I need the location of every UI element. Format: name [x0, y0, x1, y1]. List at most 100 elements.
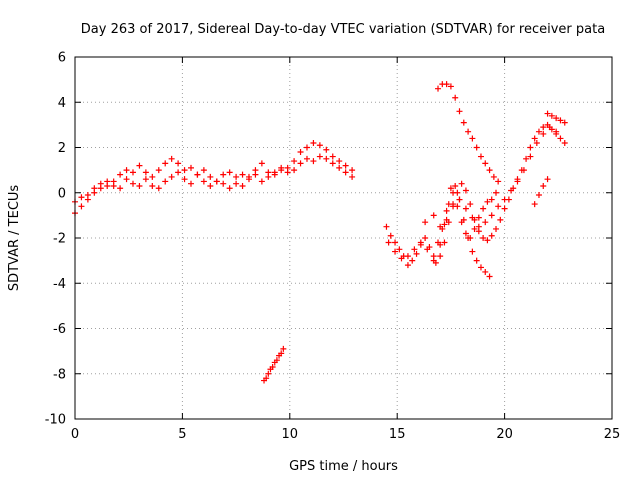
data-point [168, 173, 175, 180]
data-point [454, 203, 461, 210]
data-point [443, 81, 450, 88]
data-point [336, 158, 343, 165]
data-point [303, 155, 310, 162]
data-point [175, 169, 182, 176]
y-tick-label: -8 [53, 367, 66, 382]
data-point [469, 214, 476, 221]
data-point [493, 225, 500, 232]
data-point [458, 219, 465, 226]
series-arc7 [432, 189, 500, 266]
y-axis-title: SDTVAR / TECUs [7, 185, 22, 292]
data-point [480, 235, 487, 241]
data-point [422, 235, 429, 241]
data-point [447, 185, 454, 192]
data-point [424, 246, 431, 253]
data-point [484, 237, 491, 244]
data-point [471, 225, 478, 232]
data-point [78, 203, 85, 210]
data-point [546, 124, 553, 131]
data-point [467, 235, 474, 241]
data-point [437, 241, 444, 248]
data-point [553, 128, 560, 135]
data-point [329, 153, 336, 160]
data-point [475, 214, 482, 221]
y-tick-label: 2 [58, 141, 66, 156]
series-arc10 [531, 176, 551, 208]
data-point [258, 178, 265, 185]
series-arc9 [544, 110, 568, 126]
data-point [187, 164, 194, 171]
data-point [273, 357, 280, 364]
data-point [181, 176, 188, 183]
data-point [297, 160, 304, 167]
data-point [323, 155, 330, 162]
data-point [482, 219, 489, 226]
data-point [437, 253, 444, 260]
data-point [477, 153, 484, 160]
data-point [514, 178, 521, 185]
data-point [392, 239, 399, 246]
gridlines [75, 57, 612, 419]
data-point [523, 155, 530, 162]
y-tick-label: 6 [58, 51, 66, 66]
data-point [398, 255, 405, 262]
data-point [531, 201, 538, 208]
data-point [460, 119, 467, 126]
data-point [540, 130, 547, 137]
data-point [488, 196, 495, 203]
data-point [149, 173, 156, 180]
data-point [527, 153, 534, 160]
data-point [488, 232, 495, 239]
data-point [458, 180, 465, 187]
data-point [278, 164, 285, 171]
data-point [291, 167, 298, 174]
data-point [422, 219, 429, 226]
data-point [441, 221, 448, 228]
chart-title: Day 263 of 2017, Sidereal Day-to-day VTE… [81, 22, 605, 37]
data-point [175, 160, 182, 167]
data-point [117, 171, 124, 178]
x-tick-label: 5 [178, 427, 186, 442]
data-point [129, 180, 136, 187]
data-point [123, 167, 130, 174]
data-point [200, 178, 207, 185]
data-point [187, 180, 194, 187]
data-point [501, 196, 508, 203]
data-point [200, 167, 207, 174]
data-point [469, 248, 476, 255]
data-point [207, 182, 214, 189]
data-point [233, 173, 240, 180]
data-point [508, 187, 515, 194]
data-point [280, 345, 287, 352]
data-point [475, 223, 482, 230]
data-point [411, 246, 418, 253]
data-point [462, 230, 469, 237]
data-point [278, 350, 285, 357]
data-point [258, 160, 265, 167]
data-point [409, 257, 416, 264]
series-arc3 [261, 345, 287, 384]
data-point [435, 85, 442, 92]
data-point [297, 149, 304, 156]
data-point [155, 185, 162, 192]
axis-ticks: 0 5 10 15 20 25 -10 -8 -6 -4 -2 0 2 4 6 [45, 51, 621, 443]
data-point [557, 117, 564, 124]
data-point [535, 192, 542, 199]
data-point [383, 223, 390, 230]
data-point [284, 169, 291, 176]
data-point [540, 182, 547, 189]
data-point [396, 246, 403, 253]
data-point [213, 178, 220, 185]
data-point [342, 169, 349, 176]
y-tick-label: -10 [45, 413, 66, 428]
data-point [323, 146, 330, 153]
x-axis-title: GPS time / hours [289, 459, 398, 474]
data-point [467, 201, 474, 208]
data-point [226, 169, 233, 176]
data-point [329, 160, 336, 167]
y-tick-label: -2 [53, 232, 66, 247]
data-point [469, 135, 476, 142]
data-point [450, 189, 457, 196]
data-point [465, 128, 472, 135]
data-point [129, 169, 136, 176]
